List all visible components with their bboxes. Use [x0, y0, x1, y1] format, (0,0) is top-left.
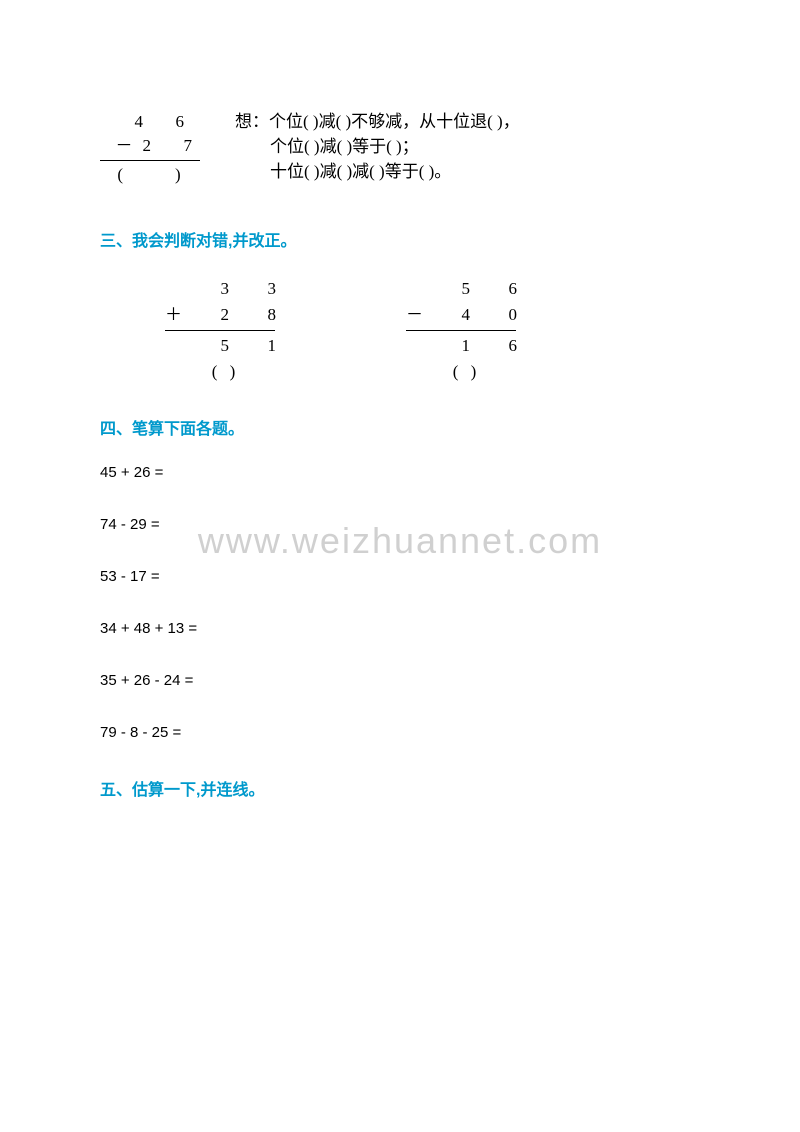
equation-3: 53 - 17 = [100, 568, 700, 585]
p1-paren: ( ) [165, 359, 286, 385]
calc-minuend: 4 6 [100, 110, 200, 134]
calc-subtrahend: 2 7 [143, 134, 201, 158]
equation-6: 79 - 8 - 25 = [100, 724, 700, 741]
calc-subtrahend-row: － 2 7 [100, 134, 200, 158]
problem-1: 3 3 ＋ 2 8 5 1 ( ) [165, 276, 286, 385]
equation-list: 45 + 26 = 74 - 29 = 53 - 17 = 34 + 48 + … [100, 464, 700, 741]
section-5-title: 五、估算一下,并连线。 [100, 776, 700, 800]
explanation-text: 想：个位( )减( )不够减，从十位退( )， 个位( )减( )等于( )； … [235, 110, 520, 185]
explanation-line-3: 十位( )减( )减( )等于( )。 [235, 160, 520, 184]
p2-row2: － 4 0 [406, 302, 527, 328]
explanation-line-2: 个位( )减( )等于( )； [235, 135, 520, 159]
calc-result-blank: ( ) [100, 163, 200, 187]
p1-row1: 3 3 [165, 276, 286, 302]
p2-row3: 1 6 [406, 333, 527, 359]
p2-paren: ( ) [406, 359, 527, 385]
equation-1: 45 + 26 = [100, 464, 700, 481]
explanation-line-1: 想：个位( )减( )不够减，从十位退( )， [235, 110, 520, 134]
p1-row2: ＋ 2 8 [165, 302, 286, 328]
p2-line [406, 330, 516, 331]
calc-operator: － [116, 134, 133, 158]
page-content: 4 6 － 2 7 ( ) 想：个位( )减( )不够减，从十位退( )， 个位… [100, 110, 700, 800]
equation-4: 34 + 48 + 13 = [100, 620, 700, 637]
section-4-title: 四、笔算下面各题。 [100, 415, 700, 439]
section-3-title: 三、我会判断对错,并改正。 [100, 227, 700, 251]
equation-2: 74 - 29 = [100, 516, 700, 533]
judge-problems: 3 3 ＋ 2 8 5 1 ( ) 5 6 － 4 0 1 6 ( ) [165, 276, 700, 385]
top-vertical-calculation: 4 6 － 2 7 ( ) 想：个位( )减( )不够减，从十位退( )， 个位… [100, 110, 700, 187]
equation-5: 35 + 26 - 24 = [100, 672, 700, 689]
p1-row3: 5 1 [165, 333, 286, 359]
p2-row1: 5 6 [406, 276, 527, 302]
p1-line [165, 330, 275, 331]
problem-2: 5 6 － 4 0 1 6 ( ) [406, 276, 527, 385]
calc-line [100, 160, 200, 161]
